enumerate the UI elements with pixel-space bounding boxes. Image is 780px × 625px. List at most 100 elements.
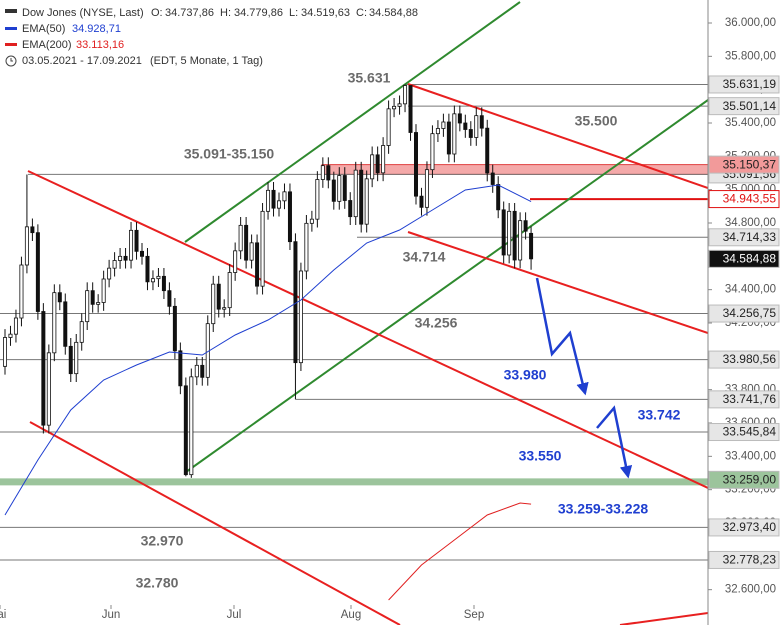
candle-body <box>518 220 523 261</box>
price-label: 34.943,55 <box>723 192 777 206</box>
candle-body <box>68 345 73 375</box>
candle-body <box>161 275 166 292</box>
candle-body <box>41 311 46 426</box>
quote-value: 34.737,86 <box>165 7 214 19</box>
candle-body <box>107 267 112 280</box>
candle-body <box>315 179 320 220</box>
legend-label: EMA(50) <box>22 23 65 35</box>
price-box <box>708 75 780 94</box>
candle-body <box>172 305 177 352</box>
period-note: (EDT, 5 Monate, 1 Tag) <box>150 55 263 67</box>
y-tick-label: 35.400,00 <box>725 117 776 129</box>
candle-body <box>227 272 232 309</box>
trendline <box>27 170 708 489</box>
candle-body <box>430 133 435 171</box>
y-tick-label: 34.400,00 <box>725 284 776 296</box>
legend-label: EMA(200) <box>22 39 72 51</box>
candle-body <box>276 200 281 209</box>
price-boxes: 35.091,5635.631,1935.501,1435.150,3734.9… <box>708 75 780 569</box>
candle-body <box>194 364 199 378</box>
candle-body <box>134 229 139 252</box>
annotation: 34.714 <box>403 249 446 265</box>
price-label: 35.631,19 <box>723 77 777 91</box>
resistance-zone <box>321 164 708 175</box>
price-label: 32.973,40 <box>723 520 777 534</box>
candle-body <box>57 292 62 303</box>
candle-body <box>74 341 79 375</box>
candle-body <box>238 224 243 252</box>
candle-body <box>211 283 216 325</box>
candle-body <box>282 191 287 202</box>
trendline <box>185 99 708 473</box>
candle-body <box>304 222 309 272</box>
x-tick-label: Jun <box>102 609 121 621</box>
x-tick-label: Sep <box>464 609 484 621</box>
candle-body <box>244 224 249 261</box>
legend-swatch <box>5 43 17 46</box>
candle-body <box>13 317 18 335</box>
candle-body <box>156 275 161 280</box>
candle-body <box>145 255 150 283</box>
price-label: 34.714,33 <box>723 230 777 244</box>
candle-body <box>8 333 13 338</box>
candle-body <box>101 278 106 303</box>
annotation: 33.742 <box>638 407 681 423</box>
price-box <box>708 249 780 268</box>
candle-body <box>479 115 484 129</box>
y-tick-label: 32.600,00 <box>725 584 776 596</box>
candle-body <box>359 169 364 225</box>
price-label: 33.980,56 <box>723 352 777 366</box>
candle-body <box>457 113 462 124</box>
price-box <box>708 97 780 116</box>
price-box <box>708 155 780 174</box>
candle-body <box>233 250 238 273</box>
candle-body <box>30 226 35 234</box>
annotation: 33.980 <box>504 367 547 383</box>
candle-body <box>216 283 221 310</box>
trendline <box>619 612 708 625</box>
quote-key: C: <box>356 7 367 19</box>
candle-body <box>183 385 188 476</box>
quote-key: L: <box>289 7 298 19</box>
candle-body <box>129 229 134 261</box>
x-axis: Mai Jun Jul Aug Sep <box>0 605 484 621</box>
candle-body <box>52 292 57 354</box>
arrow <box>596 405 633 479</box>
quote-key: O: <box>151 7 163 19</box>
price-label: 35.150,37 <box>723 157 777 171</box>
quote-value: 34.584,88 <box>369 7 418 19</box>
price-label: 33.545,84 <box>723 425 777 439</box>
price-box <box>708 350 780 369</box>
annotation: 32.970 <box>141 533 184 549</box>
candle-body <box>222 307 227 310</box>
candle-body <box>189 376 194 476</box>
annotation: 35.631 <box>348 70 391 86</box>
ema-line <box>4 184 532 516</box>
arrow <box>535 277 589 396</box>
candle-body <box>446 121 451 155</box>
trendline <box>407 83 708 189</box>
candle-body <box>413 132 418 197</box>
candle-body <box>452 113 457 155</box>
candle-body <box>337 175 342 202</box>
y-tick-label: 35.800,00 <box>725 50 776 62</box>
clock-icon <box>10 58 13 62</box>
candle-body <box>112 260 117 269</box>
candle-body <box>397 103 402 107</box>
candle-body <box>370 154 375 180</box>
candle-body <box>381 145 386 174</box>
price-box <box>708 304 780 323</box>
price-label: 32.778,23 <box>723 553 777 567</box>
candle-body <box>441 121 446 129</box>
trendline <box>29 421 401 625</box>
candle-body <box>320 165 325 180</box>
legend-value: 33.113,16 <box>76 39 124 51</box>
candle-body <box>309 218 314 224</box>
candle-body <box>167 290 172 307</box>
candle-body <box>496 184 501 211</box>
candle-body <box>490 172 495 185</box>
icon <box>5 9 17 13</box>
candle-body <box>474 115 479 138</box>
